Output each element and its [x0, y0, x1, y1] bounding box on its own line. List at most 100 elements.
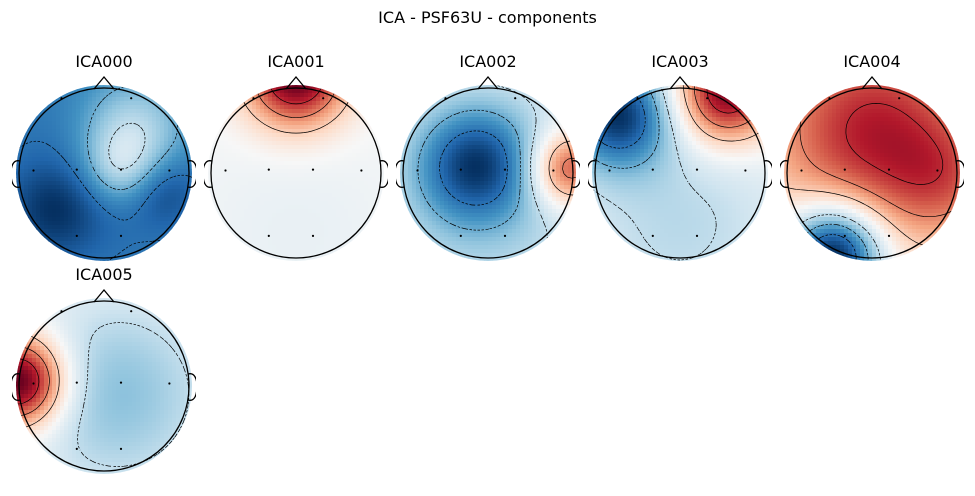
topomap-cell	[572, 105, 576, 110]
topomap-cell	[44, 121, 49, 126]
topomap-cell	[176, 193, 181, 198]
topomap-cell	[216, 121, 221, 126]
topomap-cell	[284, 201, 289, 206]
topomap-cell	[360, 253, 365, 258]
topomap-cell	[236, 201, 241, 206]
topomap-cell	[100, 193, 105, 198]
sensor-marker	[32, 169, 35, 172]
topomap-cell	[348, 185, 353, 190]
topomap-cell	[108, 93, 113, 98]
topomap-cell	[440, 169, 445, 174]
topomap-cell	[244, 193, 249, 198]
topomap-cell	[164, 101, 169, 106]
topomap-cell	[304, 209, 309, 214]
topomap-cell	[328, 193, 333, 198]
topomap-cell	[336, 229, 341, 234]
topomap-cell	[212, 137, 217, 142]
topomap-cell	[364, 93, 369, 98]
topomap-cell	[440, 141, 445, 146]
topomap-cell	[184, 85, 189, 90]
topomap-cell	[280, 137, 285, 142]
topomap-cell	[304, 221, 309, 226]
topomap-cell	[24, 157, 29, 162]
topomap-cell	[268, 233, 273, 238]
topomap-cell	[92, 113, 97, 118]
topomap-cell	[56, 221, 61, 226]
topomap-cell	[480, 157, 485, 162]
topomap-cell	[24, 113, 29, 118]
topomap-cell	[128, 149, 133, 154]
topomap-cell	[120, 205, 125, 210]
topomap-cell	[92, 193, 97, 198]
topomap-cell	[308, 245, 313, 250]
topomap-cell	[284, 213, 289, 218]
topomap-cell	[188, 257, 192, 261]
topomap-cell	[436, 161, 441, 166]
topomap-cell	[100, 173, 105, 178]
topomap-cell	[32, 89, 37, 94]
topomap-cell	[240, 161, 245, 166]
topomap-cell	[528, 125, 533, 130]
topomap-cell	[284, 237, 289, 242]
topomap-cell	[48, 225, 53, 230]
topomap-cell	[128, 177, 133, 182]
topomap-cell	[456, 121, 461, 126]
topomap-cell	[356, 189, 361, 194]
topomap-cell	[112, 129, 117, 134]
topomap-cell	[60, 173, 65, 178]
topomap-cell	[280, 213, 285, 218]
topomap-cell	[68, 101, 73, 106]
topomap-cell	[80, 97, 85, 102]
topomap-cell	[460, 181, 465, 186]
topomap-cell	[372, 177, 377, 182]
topomap-cell	[316, 169, 321, 174]
topomap-cell	[500, 129, 505, 134]
topomap-cell	[284, 189, 289, 194]
topomap-cell	[236, 153, 241, 158]
topomap-cell	[480, 181, 485, 186]
topomap-cell	[120, 121, 125, 126]
topomap-cell	[64, 121, 69, 126]
topomap-cell	[32, 137, 37, 142]
topomap-cell	[60, 233, 65, 238]
topomap-cell	[248, 89, 253, 94]
topomap-cell	[148, 245, 153, 250]
topomap-cell	[424, 165, 429, 170]
topomap-cell	[364, 141, 369, 146]
topomap-cell	[264, 153, 269, 158]
topomap-cell	[348, 237, 353, 242]
topomap-cell	[56, 165, 61, 170]
topomap-cell	[252, 117, 257, 122]
topomap-cell	[532, 153, 537, 158]
sensor-marker	[130, 97, 133, 100]
topomap-cell	[292, 117, 297, 122]
topomap-cell	[308, 173, 313, 178]
topomap-cell	[284, 109, 289, 114]
topomap-cell	[552, 173, 557, 178]
topomap-cell	[128, 129, 133, 134]
topomap-cell	[128, 161, 133, 166]
topomap-cell	[344, 225, 349, 230]
topomap-cell	[108, 161, 113, 166]
topomap-cell	[556, 173, 561, 178]
topomap-cell	[412, 141, 417, 146]
topomap-cell	[236, 113, 241, 118]
topomap-cell	[284, 173, 289, 178]
topomap-cell	[188, 157, 192, 162]
topomap-cell	[308, 149, 313, 154]
topomap-cell	[220, 189, 225, 194]
topomap-cell	[316, 257, 321, 261]
topomap-cell	[96, 245, 101, 250]
topomap-cell	[272, 205, 277, 210]
topomap-cell	[276, 125, 281, 130]
topomap-cell	[208, 189, 213, 194]
topomap-cell	[164, 233, 169, 238]
topomap-cell	[132, 237, 137, 242]
topomap-cell	[104, 205, 109, 210]
topomap-cell	[208, 101, 213, 106]
topomap-cell	[544, 173, 549, 178]
topomap-cell	[448, 165, 453, 170]
topomap-cell	[240, 85, 245, 90]
topomap-cell	[240, 113, 245, 118]
topomap-cell	[468, 173, 473, 178]
